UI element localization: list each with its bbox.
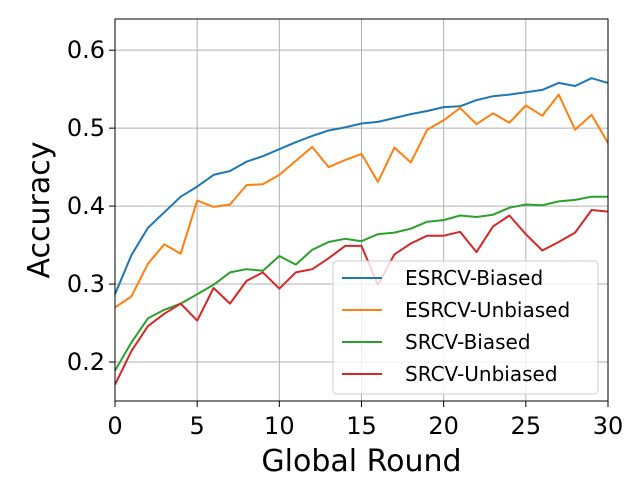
legend-box [332, 260, 599, 395]
legend-label-esrcv-biased: ESRCV-Biased [405, 266, 543, 290]
y-tick-label: 0.6 [67, 36, 105, 64]
legend-label-srcv-biased: SRCV-Biased [405, 330, 531, 354]
x-axis-title: Global Round [261, 444, 461, 479]
x-tick-label: 20 [428, 412, 459, 440]
legend-label-esrcv-unbiased: ESRCV-Unbiased [405, 298, 570, 322]
y-tick-label: 0.3 [67, 270, 105, 298]
y-tick-label: 0.5 [67, 114, 105, 142]
y-axis-title: Accuracy [22, 142, 57, 279]
x-tick-label: 15 [346, 412, 377, 440]
y-tick-label: 0.2 [67, 348, 105, 376]
series-lines [114, 77, 609, 386]
x-tick-label: 25 [511, 412, 542, 440]
legend-label-srcv-unbiased: SRCV-Unbiased [405, 362, 558, 386]
series-line-srcv-unbiased [114, 209, 609, 386]
y-tick-label: 0.4 [67, 192, 105, 220]
series-line-srcv-biased [114, 195, 608, 372]
legend: ESRCV-Biased ESRCV-Unbiased SRCV-Biased SRC… [332, 260, 599, 395]
x-tick-label: 5 [190, 412, 205, 440]
series-line-esrcv-unbiased [114, 93, 609, 309]
series-line-esrcv-biased [114, 77, 609, 295]
x-tick-label: 30 [593, 412, 624, 440]
axis-ticks: 0 5 10 15 20 25 30 0.2 0.3 0.4 0.5 0.6 [67, 36, 623, 440]
x-tick-label: 0 [107, 412, 122, 440]
x-tick-label: 10 [264, 412, 295, 440]
